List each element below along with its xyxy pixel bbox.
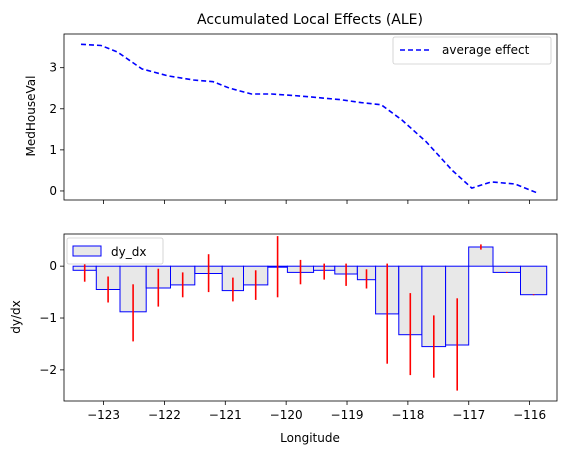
y-ticks: 0 −1 −2 [39, 259, 64, 377]
x-ticks: −123 −122 −121 −120 −119 −118 −117 −116 [87, 401, 546, 422]
y-tick-label: −1 [39, 311, 57, 325]
plot-frame [63, 33, 558, 201]
legend-box [392, 36, 552, 65]
y-tick-label: 2 [49, 102, 57, 116]
y-tick-label: 3 [49, 61, 57, 75]
y-axis-label: dy/dx [9, 300, 23, 333]
x-tick-label: −117 [452, 408, 485, 422]
legend-label-dy-dx: dy_dx [111, 245, 146, 259]
x-tick-label: −121 [209, 408, 242, 422]
x-ticks [103, 200, 531, 204]
bar [520, 265, 548, 296]
legend-label-average-effect: average effect [442, 43, 530, 57]
y-tick-label: 0 [49, 184, 57, 198]
derivative-bar-panel: dy/dx Longitude 0−1−2 −123 −122 −121 −120 −1… [9, 233, 558, 445]
error-bars [83, 236, 535, 391]
y-axis-label: MedHouseVal [24, 76, 38, 157]
legend-swatch-dy-dx [72, 245, 102, 257]
x-tick-label: −123 [87, 408, 120, 422]
x-axis-label: Longitude [280, 431, 340, 445]
x-tick-label: −119 [331, 408, 364, 422]
bar [468, 246, 494, 267]
plot-frame [63, 233, 558, 402]
y-tick-label: 0 [49, 259, 57, 273]
ale-line-panel: Accumulated Local Effects (ALE) MedHouse… [24, 12, 558, 204]
y-tick-label: −2 [39, 363, 57, 377]
chart-title: Accumulated Local Effects (ALE) [197, 12, 423, 28]
bar [492, 265, 522, 273]
legend-box [66, 237, 164, 265]
legend: average effect [392, 36, 552, 65]
y-ticks: 0 1 2 3 [49, 61, 64, 198]
x-tick-label: −120 [270, 408, 303, 422]
y-tick-label: 1 [49, 143, 57, 157]
x-tick-label: −122 [148, 408, 181, 422]
legend: dy_dx [66, 237, 164, 265]
line-series [80, 43, 538, 194]
line-average-effect [80, 43, 538, 194]
x-tick-label: −116 [513, 408, 546, 422]
x-tick-label: −118 [391, 408, 424, 422]
